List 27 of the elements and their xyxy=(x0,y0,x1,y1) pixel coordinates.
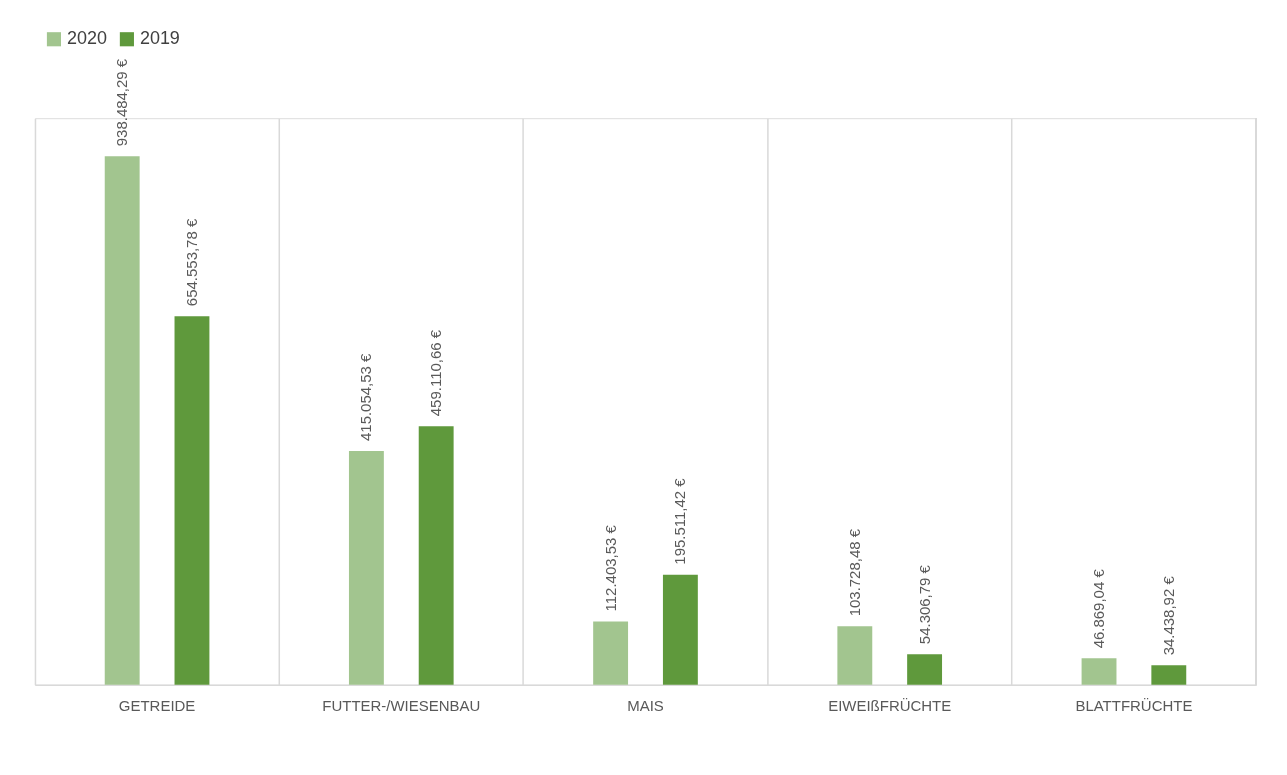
bar xyxy=(174,316,210,685)
bar xyxy=(104,156,140,685)
x-tick-label: BLATTFRÜCHTE xyxy=(1075,697,1193,715)
bar xyxy=(418,426,454,685)
data-label: 112.403,53 € xyxy=(601,524,619,612)
bar xyxy=(348,451,384,685)
data-label: 654.553,78 € xyxy=(182,218,200,307)
bar xyxy=(1151,665,1187,685)
data-label: 415.054,53 € xyxy=(357,352,375,442)
x-tick-label: EIWEIßFRÜCHTE xyxy=(828,697,952,715)
bar xyxy=(1081,658,1117,685)
data-label: 459.110,66 € xyxy=(427,329,445,417)
data-label: 195.511,42 € xyxy=(671,477,689,565)
x-tick-label: FUTTER-/WIESENBAU xyxy=(322,697,481,715)
legend-label: 2019 xyxy=(139,28,180,49)
data-label: 34.438,92 € xyxy=(1159,575,1177,656)
bar xyxy=(662,574,698,685)
data-label: 938.484,29 € xyxy=(113,58,131,147)
data-label: 46.869,04 € xyxy=(1090,568,1108,649)
data-label: 54.306,79 € xyxy=(915,564,933,645)
x-tick-label: MAIS xyxy=(627,697,664,715)
data-label: 103.728,48 € xyxy=(845,528,863,617)
x-tick-label: GETREIDE xyxy=(118,697,196,715)
bar xyxy=(593,621,629,685)
legend-label: 2020 xyxy=(66,28,107,49)
bar xyxy=(837,626,873,685)
bar xyxy=(907,654,943,685)
